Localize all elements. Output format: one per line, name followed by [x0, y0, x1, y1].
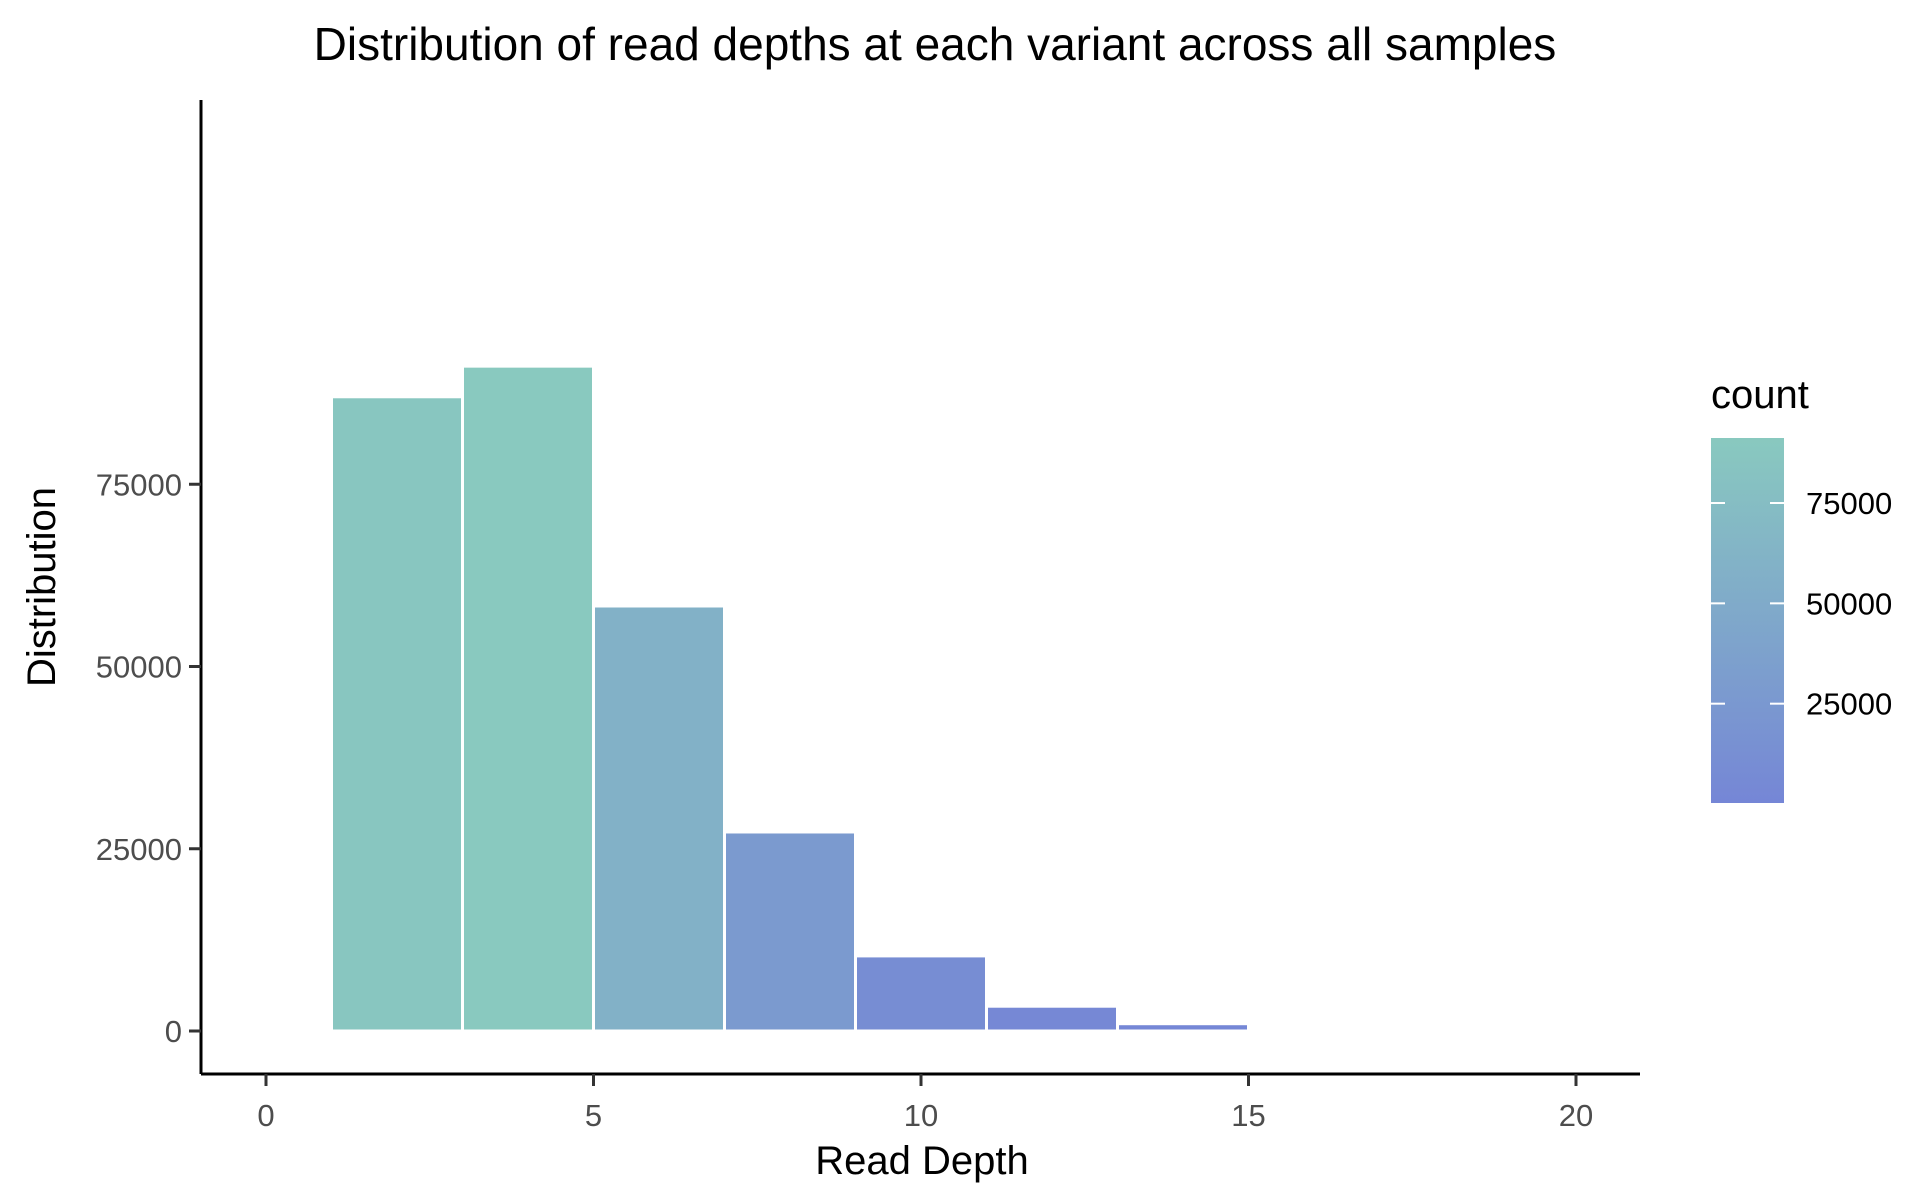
- y-tick-label: 75000: [96, 467, 182, 502]
- histogram-bar-6: [985, 1004, 1119, 1033]
- x-tick-label: 15: [1231, 1098, 1265, 1133]
- y-axis-title: Distribution: [20, 487, 64, 687]
- chart-title: Distribution of read depths at each vari…: [314, 18, 1557, 70]
- histogram-bar-4: [723, 830, 857, 1033]
- legend-ticks: 75000 50000 25000: [1711, 486, 1892, 722]
- x-axis-ticks: 0 5 10 15 20: [257, 1074, 1593, 1133]
- histogram-bar-3: [592, 604, 726, 1033]
- x-tick-label: 10: [904, 1098, 938, 1133]
- x-tick-label: 20: [1559, 1098, 1593, 1133]
- histogram-bar-2: [461, 364, 595, 1033]
- histogram-bar-5: [854, 954, 988, 1033]
- legend-title: count: [1711, 373, 1809, 417]
- y-tick-label: 25000: [96, 832, 182, 867]
- histogram-bar-8: [1247, 1027, 1381, 1033]
- x-axis-title: Read Depth: [815, 1139, 1028, 1183]
- legend-label: 75000: [1806, 486, 1892, 521]
- y-axis-ticks: 0 25000 50000 75000: [96, 467, 201, 1049]
- legend-label: 50000: [1806, 586, 1892, 621]
- x-tick-label: 5: [585, 1098, 602, 1133]
- x-tick-label: 0: [257, 1098, 274, 1133]
- legend-label: 25000: [1806, 687, 1892, 722]
- y-tick-label: 50000: [96, 650, 182, 685]
- histogram-bar-7: [1116, 1022, 1250, 1033]
- bars-group: [330, 364, 1381, 1033]
- legend-colorbar: [1711, 438, 1784, 803]
- legend: count 75000 50000 25000: [1711, 373, 1892, 803]
- histogram-bar-1: [330, 395, 464, 1033]
- y-tick-label: 0: [165, 1014, 182, 1049]
